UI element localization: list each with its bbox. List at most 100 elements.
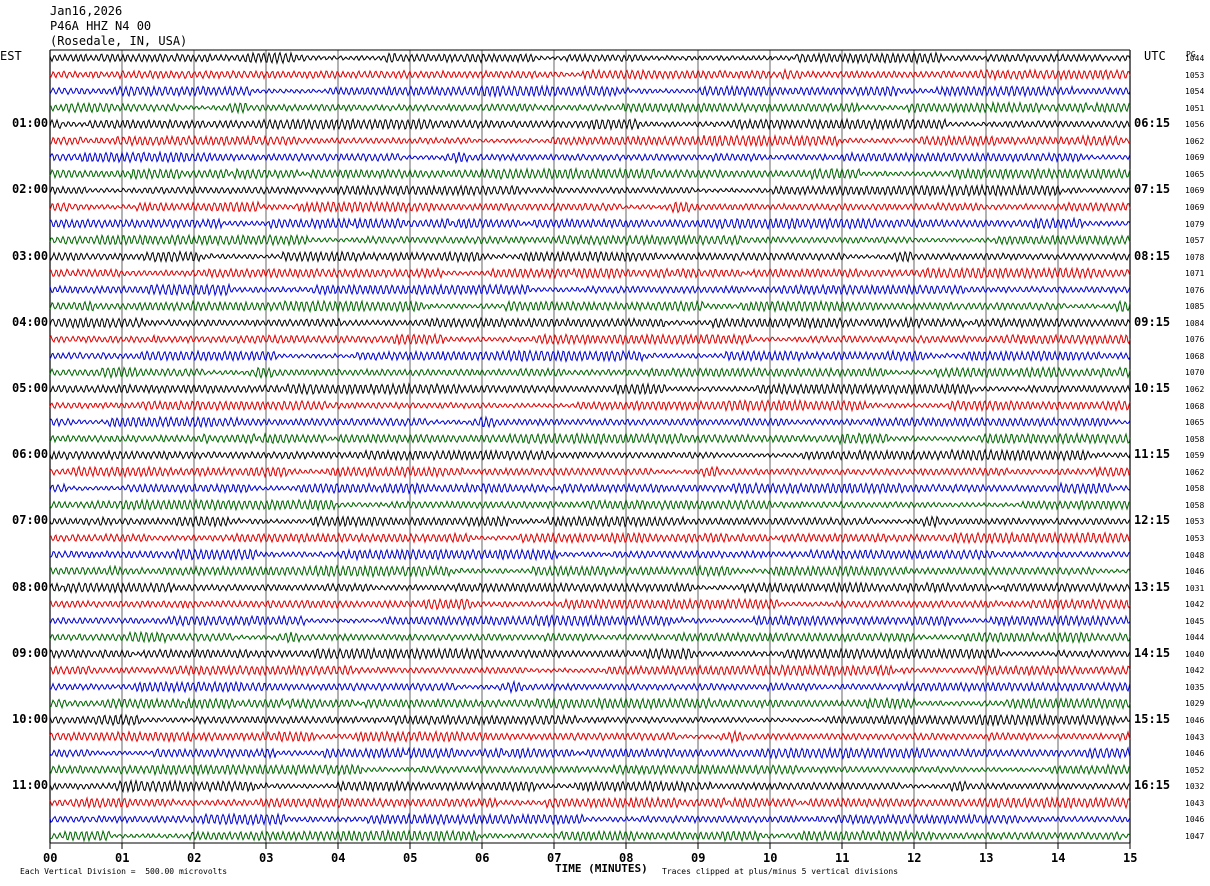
trace-row-18 <box>49 349 1131 363</box>
trace-row-39 <box>49 696 1131 711</box>
utc-hour-label: 14:15 <box>1134 645 1171 660</box>
row-value-label: 1044 <box>1185 633 1205 643</box>
row-value-label: 1048 <box>1185 550 1205 560</box>
trace-row-37 <box>49 663 1131 678</box>
row-value-label: 1071 <box>1185 269 1205 279</box>
row-value-label: 1044 <box>1185 54 1205 63</box>
trace-row-44 <box>49 778 1131 794</box>
trace-row-46 <box>49 812 1131 827</box>
est-hour-label: 02:00 <box>12 182 49 197</box>
trace-row-40 <box>49 713 1131 728</box>
row-value-label: 1069 <box>1185 202 1205 212</box>
row-value-label: 1046 <box>1185 815 1205 825</box>
date-label: Jan16,2026 <box>50 4 123 18</box>
row-value-label: 1065 <box>1185 169 1205 179</box>
utc-hour-label: 13:15 <box>1134 579 1171 594</box>
row-value-label: 1085 <box>1185 302 1205 312</box>
x-tick-label: 08 <box>619 851 634 865</box>
trace-row-2 <box>49 84 1131 99</box>
row-value-label: 1062 <box>1185 467 1205 477</box>
row-value-label: 1043 <box>1185 732 1205 742</box>
est-hour-label: 05:00 <box>12 381 49 395</box>
utc-hour-label: 10:15 <box>1134 381 1171 395</box>
trace-row-30 <box>49 547 1131 562</box>
scale-note: Each Vertical Division = 500.00 microvol… <box>20 867 228 876</box>
trace-row-45 <box>49 796 1131 810</box>
row-value-label: 1035 <box>1185 682 1205 692</box>
trace-row-31 <box>49 564 1131 579</box>
row-value-label: 1042 <box>1185 600 1205 610</box>
row-value-label: 1040 <box>1185 649 1205 659</box>
trace-row-11 <box>49 233 1131 247</box>
row-value-label: 1078 <box>1185 252 1205 262</box>
x-tick-label: 01 <box>115 851 130 865</box>
trace-row-43 <box>49 763 1131 777</box>
trace-row-19 <box>49 365 1131 380</box>
trace-row-5 <box>49 133 1131 148</box>
trace-row-17 <box>49 332 1131 346</box>
x-tick-label: 13 <box>979 851 994 865</box>
trace-row-8 <box>49 183 1131 198</box>
trace-row-20 <box>49 382 1131 396</box>
x-tick-label: 15 <box>1123 851 1138 865</box>
x-tick-label: 06 <box>475 851 490 865</box>
est-hour-label: 01:00 <box>12 116 49 131</box>
row-value-label: 1046 <box>1185 716 1205 725</box>
utc-hour-label: 15:15 <box>1134 712 1171 726</box>
trace-row-26 <box>49 481 1131 496</box>
location-label: (Rosedale, IN, USA) <box>50 34 188 48</box>
trace-row-41 <box>49 729 1131 744</box>
row-value-label: 1056 <box>1185 120 1205 130</box>
row-value-label: 1058 <box>1185 484 1205 494</box>
trace-row-32 <box>49 581 1131 594</box>
x-tick-label: 04 <box>331 851 346 865</box>
utc-hour-label: 08:15 <box>1134 248 1171 263</box>
trace-row-15 <box>49 299 1131 314</box>
est-hour-label: 03:00 <box>12 248 49 263</box>
trace-row-33 <box>49 597 1131 611</box>
trace-row-22 <box>49 415 1131 429</box>
row-value-label: 1043 <box>1185 798 1205 808</box>
utc-hour-label: 11:15 <box>1134 447 1171 462</box>
clip-note: Traces clipped at plus/minus 5 vertical … <box>662 867 899 876</box>
row-value-label: 1058 <box>1185 434 1205 444</box>
x-tick-label: 05 <box>403 851 418 865</box>
trace-row-35 <box>49 630 1131 645</box>
utc-hour-label: 06:15 <box>1134 116 1171 131</box>
trace-row-42 <box>49 746 1131 760</box>
x-tick-label: 09 <box>691 851 706 865</box>
trace-row-1 <box>49 67 1131 82</box>
row-value-label: 1053 <box>1185 70 1205 80</box>
station-label: P46A HHZ N4 00 <box>50 19 152 33</box>
utc-axis-title: UTC <box>1144 49 1166 63</box>
trace-row-21 <box>49 398 1131 413</box>
trace-row-24 <box>49 448 1131 462</box>
row-value-label: 1051 <box>1185 103 1205 113</box>
row-value-label: 1046 <box>1185 567 1205 577</box>
row-value-label: 1059 <box>1185 451 1205 461</box>
row-value-label: 1068 <box>1185 351 1205 361</box>
trace-row-13 <box>49 266 1131 280</box>
utc-hour-label: 16:15 <box>1134 778 1171 793</box>
x-tick-label: 00 <box>43 851 58 865</box>
row-value-label: 1079 <box>1185 219 1205 229</box>
x-tick-label: 02 <box>187 851 202 865</box>
row-value-label: 1069 <box>1185 186 1205 196</box>
row-value-label: 1047 <box>1185 831 1205 841</box>
trace-row-36 <box>49 646 1131 661</box>
row-value-label: 1076 <box>1185 285 1205 295</box>
utc-hour-label: 07:15 <box>1134 182 1171 197</box>
x-axis-title: TIME (MINUTES) <box>555 862 648 875</box>
x-tick-label: 03 <box>259 851 274 865</box>
trace-row-16 <box>49 316 1131 330</box>
row-value-label: 1042 <box>1185 666 1205 676</box>
x-tick-label: 10 <box>763 851 778 865</box>
row-value-label: 1057 <box>1185 236 1205 246</box>
trace-row-9 <box>49 200 1131 214</box>
trace-row-12 <box>49 249 1131 264</box>
trace-row-38 <box>49 679 1131 695</box>
trace-row-27 <box>49 498 1131 512</box>
est-axis-title: EST <box>0 49 22 63</box>
row-value-label: 1068 <box>1185 401 1205 411</box>
